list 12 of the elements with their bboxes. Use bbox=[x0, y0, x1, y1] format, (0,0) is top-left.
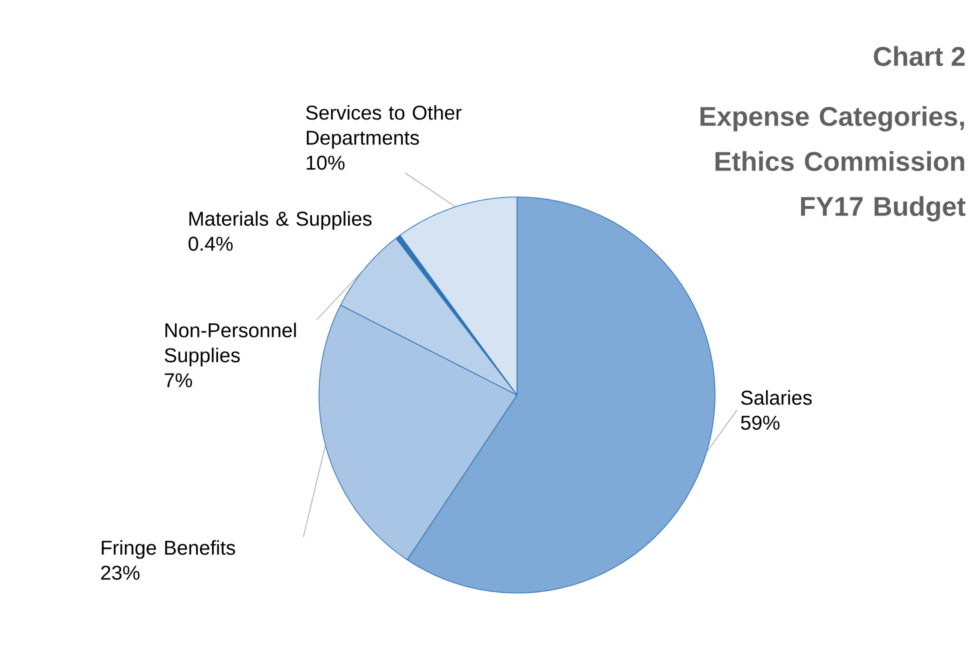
data-label: 7% bbox=[164, 373, 192, 388]
text: Expense Categories, Ethics Commission FY17 Budget bbox=[700, 106, 966, 222]
data-label: 59% bbox=[741, 416, 780, 430]
data-label: 23% bbox=[101, 566, 140, 580]
slice-label: Services to Other Departments bbox=[306, 105, 462, 149]
data-label: 10% bbox=[306, 156, 345, 170]
text: Chart 2 bbox=[874, 46, 965, 66]
slice-label: Materials & Supplies bbox=[189, 211, 372, 230]
slice-label: Non-Personnel Supplies bbox=[164, 322, 296, 366]
data-label: 0.4% bbox=[188, 236, 233, 251]
slice-label: Fringe Benefits bbox=[102, 540, 236, 559]
slice-label: Salaries bbox=[741, 390, 812, 405]
